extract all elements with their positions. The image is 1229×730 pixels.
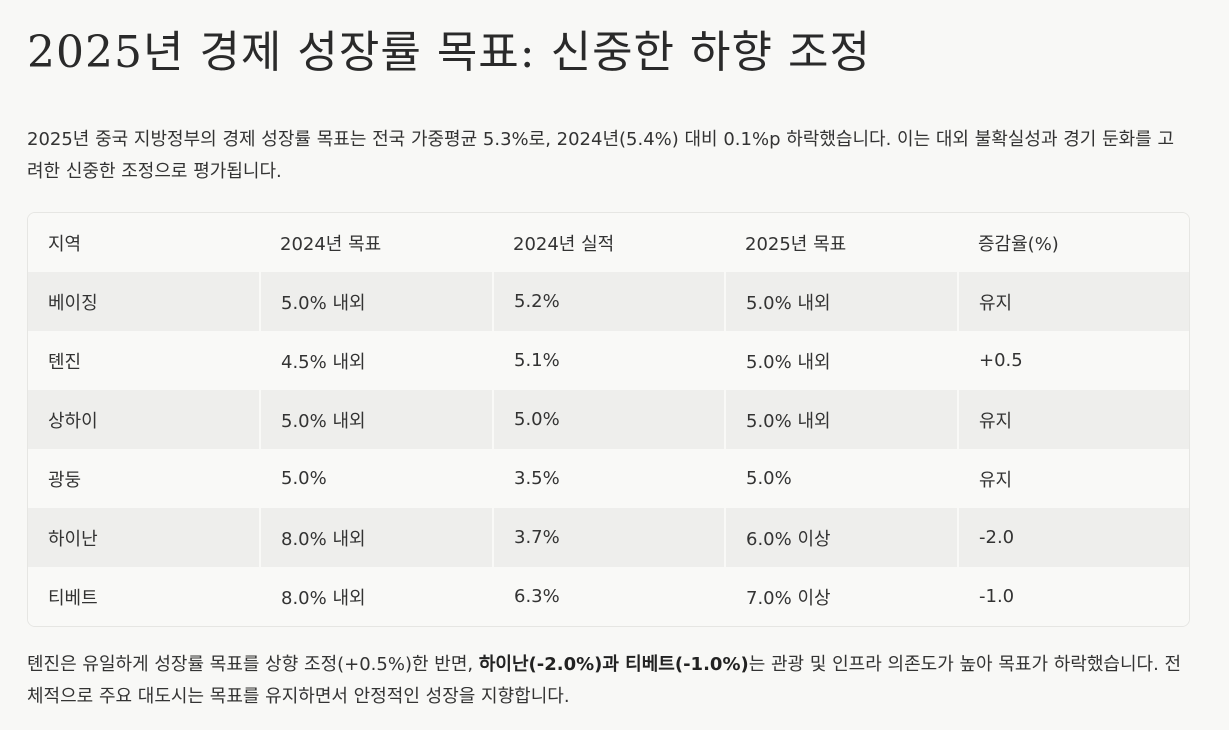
table-cell: 3.7% (493, 508, 726, 567)
table-cell: 5.0% 내외 (725, 390, 959, 449)
table-cell: 6.3% (493, 567, 726, 626)
table-row: 베이징 5.0% 내외 5.2% 5.0% 내외 유지 (28, 272, 1189, 331)
column-header-2024-target: 2024년 목표 (260, 213, 493, 272)
table-cell: 5.0% (493, 390, 726, 449)
table-row: 상하이 5.0% 내외 5.0% 5.0% 내외 유지 (28, 390, 1189, 449)
table-row: 톈진 4.5% 내외 5.1% 5.0% 내외 +0.5 (28, 331, 1189, 390)
column-header-change: 증감율(%) (958, 213, 1189, 272)
table-cell: 티베트 (28, 567, 261, 626)
growth-target-table: 지역 2024년 목표 2024년 실적 2025년 목표 증감율(%) 베이징… (27, 212, 1190, 627)
table-row: 티베트 8.0% 내외 6.3% 7.0% 이상 -1.0 (28, 567, 1189, 626)
table-cell: 7.0% 이상 (725, 567, 959, 626)
table-cell: 5.0% (260, 449, 494, 508)
table-cell: -1.0 (958, 567, 1189, 626)
table-cell: 5.0% 내외 (260, 390, 494, 449)
table-cell: 3.5% (493, 449, 726, 508)
column-header-2025-target: 2025년 목표 (725, 213, 958, 272)
table-cell: 6.0% 이상 (725, 508, 959, 567)
data-table: 지역 2024년 목표 2024년 실적 2025년 목표 증감율(%) 베이징… (28, 213, 1189, 626)
table-cell: 유지 (958, 390, 1189, 449)
table-cell: 5.0% 내외 (725, 331, 959, 390)
table-cell: 5.0% (725, 449, 959, 508)
column-header-2024-actual: 2024년 실적 (493, 213, 725, 272)
table-cell: 8.0% 내외 (260, 567, 494, 626)
table-cell: 유지 (958, 449, 1189, 508)
table-cell: 8.0% 내외 (260, 508, 494, 567)
table-cell: +0.5 (958, 331, 1189, 390)
table-cell: 5.0% 내외 (725, 272, 959, 331)
table-cell: -2.0 (958, 508, 1189, 567)
conclusion-paragraph: 톈진은 유일하게 성장률 목표를 상향 조정(+0.5%)한 반면, 하이난(-… (27, 649, 1190, 713)
table-cell: 유지 (958, 272, 1189, 331)
table-row: 광둥 5.0% 3.5% 5.0% 유지 (28, 449, 1189, 508)
table-row: 하이난 8.0% 내외 3.7% 6.0% 이상 -2.0 (28, 508, 1189, 567)
conclusion-text-end: 는 관광 및 인프라 의존도가 높아 목표가 하락했습니다. 전체적으로 주요 … (27, 654, 1182, 707)
intro-paragraph: 2025년 중국 지방정부의 경제 성장률 목표는 전국 가중평균 5.3%로,… (27, 129, 1175, 182)
page-title: 2025년 경제 성장률 목표: 신중한 하향 조정 (27, 27, 871, 78)
conclusion-highlight: 하이난(-2.0%)과 티베트(-1.0%) (478, 654, 749, 675)
table-cell: 상하이 (28, 390, 261, 449)
conclusion-text-start: 톈진은 유일하게 성장률 목표를 상향 조정(+0.5%)한 반면, (27, 654, 479, 675)
table-header-row: 지역 2024년 목표 2024년 실적 2025년 목표 증감율(%) (28, 213, 1189, 272)
table-cell: 5.2% (493, 272, 726, 331)
table-cell: 5.1% (493, 331, 726, 390)
table-cell: 광둥 (28, 449, 261, 508)
table-cell: 베이징 (28, 272, 261, 331)
column-header-region: 지역 (28, 213, 260, 272)
table-cell: 4.5% 내외 (260, 331, 494, 390)
table-cell: 하이난 (28, 508, 261, 567)
table-cell: 5.0% 내외 (260, 272, 494, 331)
table-cell: 톈진 (28, 331, 261, 390)
